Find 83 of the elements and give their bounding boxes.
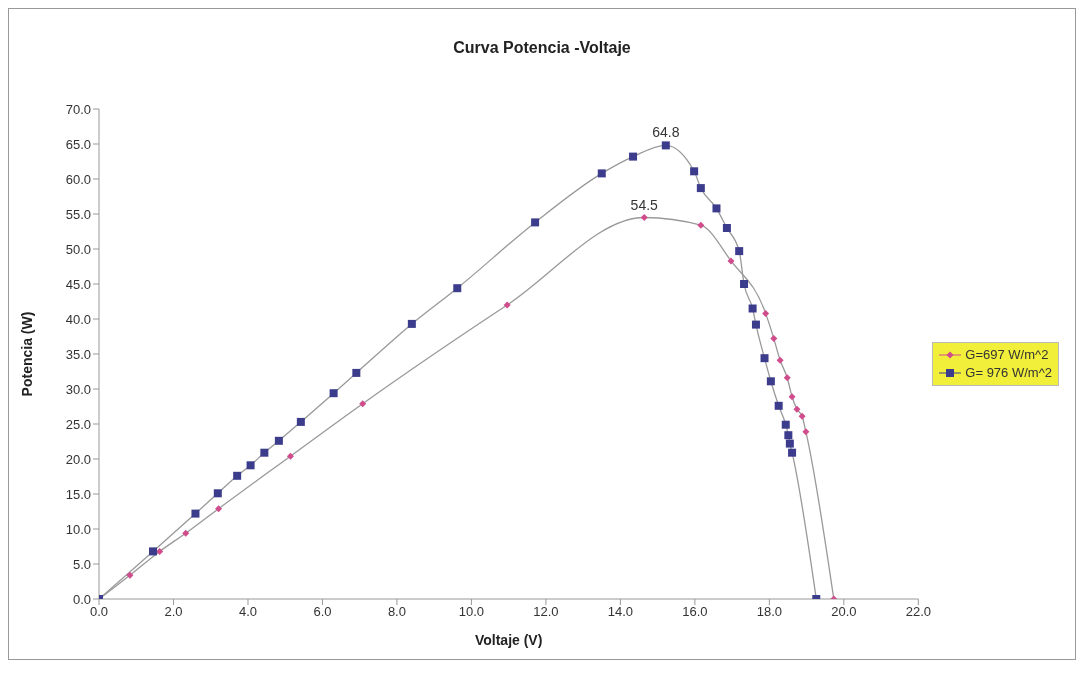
x-tick-label: 8.0 [387, 604, 406, 620]
y-tick-label: 35.0 [65, 346, 91, 362]
point [191, 509, 200, 518]
x-tick-label: 4.0 [238, 604, 258, 620]
point [597, 169, 606, 178]
point [213, 489, 222, 498]
point [352, 368, 361, 377]
point [740, 280, 749, 288]
point [735, 247, 744, 256]
point [407, 319, 416, 328]
point [296, 417, 305, 426]
point [531, 218, 540, 227]
point [329, 389, 338, 398]
y-tick-label: 10.0 [65, 521, 91, 537]
y-tick-label: 5.0 [72, 556, 91, 572]
x-tick-label: 0.0 [89, 604, 109, 620]
point [766, 377, 775, 386]
x-tick-label: 12.0 [533, 604, 559, 620]
point [722, 224, 731, 232]
point [783, 374, 791, 382]
point [661, 141, 670, 150]
point [156, 547, 164, 555]
point [359, 400, 367, 408]
point [453, 284, 462, 293]
point [126, 571, 134, 579]
point [503, 301, 511, 309]
point [149, 547, 157, 556]
point [215, 505, 223, 513]
point [788, 448, 797, 457]
y-axis-title: Potencia (W) [18, 311, 35, 397]
point [260, 448, 269, 457]
chart-title: Curva Potencia -Voltaje [452, 38, 632, 58]
x-tick-label: 22.0 [905, 604, 931, 620]
x-tick-label: 16.0 [682, 604, 708, 620]
annotation: 64.8 [652, 124, 680, 141]
x-tick-label: 18.0 [756, 604, 783, 620]
point [784, 431, 793, 440]
point [640, 214, 648, 221]
point [770, 335, 778, 343]
y-tick-label: 45.0 [65, 276, 91, 292]
y-tick-label: 50.0 [65, 241, 91, 257]
point [274, 436, 283, 445]
y-tick-label: 0.0 [72, 591, 91, 607]
y-tick-label: 25.0 [65, 416, 91, 432]
point [286, 452, 294, 460]
y-tick-label: 70.0 [65, 101, 91, 117]
point [802, 428, 810, 436]
x-tick-label: 20.0 [831, 604, 857, 620]
legend-label: G=697 W/m^2 [965, 346, 1049, 364]
y-tick-label: 55.0 [65, 206, 91, 222]
point [696, 184, 705, 193]
point [748, 304, 757, 313]
y-tick-label: 15.0 [65, 486, 91, 502]
point [788, 393, 796, 401]
y-tick-label: 40.0 [65, 311, 91, 327]
point [798, 412, 806, 420]
x-axis-title: Voltaje (V) [474, 632, 543, 648]
y-tick-label: 60.0 [65, 171, 91, 187]
x-tick-label: 6.0 [313, 604, 332, 620]
legend-label: G= 976 W/m^2 [965, 364, 1052, 382]
point [781, 420, 790, 429]
point [785, 439, 794, 448]
y-tick-label: 30.0 [65, 381, 91, 397]
point [712, 204, 721, 213]
y-tick-label: 65.0 [65, 136, 91, 152]
point [793, 405, 801, 413]
point [751, 320, 760, 329]
x-tick-label: 14.0 [607, 604, 634, 620]
point [697, 221, 705, 229]
point [182, 529, 190, 537]
point [727, 257, 735, 265]
point [246, 461, 255, 470]
point [776, 356, 784, 364]
point [762, 309, 770, 317]
annotation: 54.5 [630, 196, 659, 213]
point [233, 471, 242, 480]
point [690, 167, 699, 176]
point [760, 354, 769, 363]
point [774, 401, 783, 410]
y-tick-label: 20.0 [65, 451, 91, 467]
x-tick-label: 2.0 [164, 604, 183, 620]
point [629, 152, 638, 161]
x-tick-label: 10.0 [458, 604, 485, 620]
